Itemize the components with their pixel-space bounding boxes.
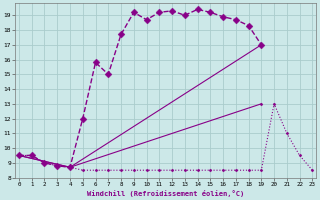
X-axis label: Windchill (Refroidissement éolien,°C): Windchill (Refroidissement éolien,°C) bbox=[87, 190, 244, 197]
